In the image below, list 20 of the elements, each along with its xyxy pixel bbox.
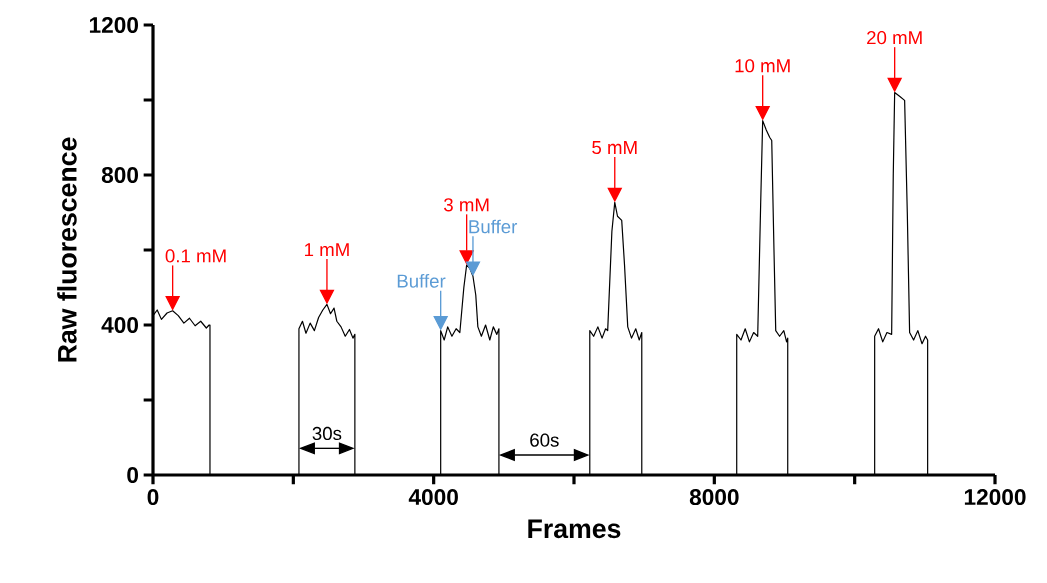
x-tick-label: 12000: [964, 489, 1026, 506]
annotation: 1 mM: [305, 243, 349, 257]
y-tick-label: 400: [101, 316, 139, 334]
annotation: 3 mM: [444, 198, 489, 212]
x-tick-label: 8000: [689, 489, 739, 506]
annotation: 5 mM: [592, 141, 637, 155]
x-axis-title: Frames: [528, 519, 621, 539]
annotation: Buffer: [469, 219, 518, 234]
x-tick-label: 0: [147, 489, 159, 506]
y-axis-title: Raw fluorescence: [57, 137, 77, 362]
y-tick-label: 0: [127, 466, 139, 484]
annotation: 10 mM: [735, 59, 790, 73]
annotation: 30s: [312, 426, 342, 441]
y-tick-label: 1200: [89, 16, 139, 34]
annotation: 0.1 mM: [165, 249, 226, 263]
annotation: 20 mM: [867, 31, 922, 45]
annotation: Buffer: [397, 274, 446, 288]
x-tick-label: 4000: [408, 489, 458, 506]
y-tick-label: 800: [101, 166, 139, 184]
annotation: 60s: [530, 433, 559, 447]
